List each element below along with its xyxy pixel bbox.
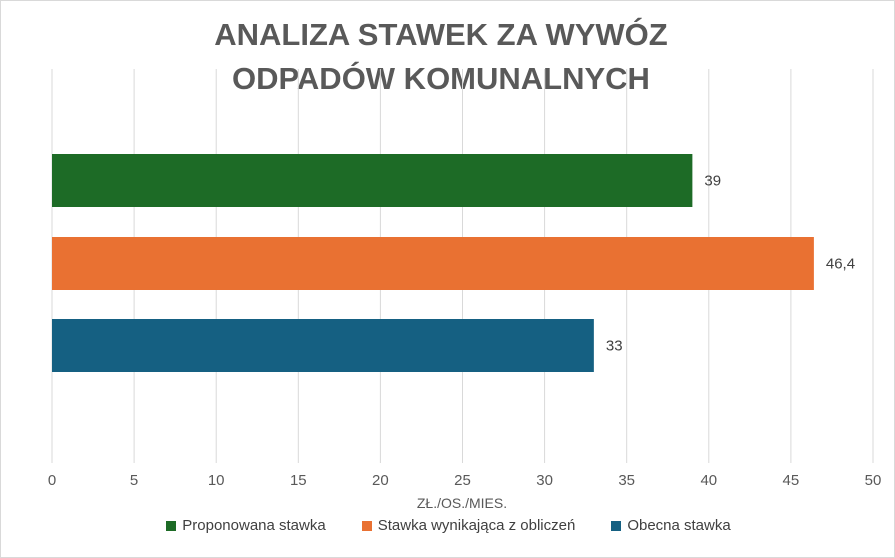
legend: Proponowana stawka Stawka wynikająca z o… [1, 517, 895, 534]
chart-title-line-1: ANALIZA STAWEK ZA WYWÓZ [214, 17, 668, 52]
legend-item-proponowana: Proponowana stawka [166, 517, 326, 534]
bar-value-label: 33 [606, 338, 623, 355]
x-tick-label: 40 [700, 472, 717, 489]
legend-label: Obecna stawka [627, 517, 731, 534]
bar-value-label: 46,4 [826, 256, 855, 273]
x-tick-label: 10 [208, 472, 225, 489]
chart-title: ANALIZA STAWEK ZA WYWÓZ ODPADÓW KOMUNALN… [1, 13, 881, 101]
legend-label: Stawka wynikająca z obliczeń [377, 517, 576, 534]
data-labels: 39 46,4 33 [606, 173, 855, 355]
x-axis-label: ZŁ./OS./MIES. [417, 495, 507, 511]
x-tick-labels: 0 5 10 15 20 25 30 35 40 45 50 [48, 472, 882, 489]
chart-title-line-2: ODPADÓW KOMUNALNYCH [232, 61, 650, 96]
legend-swatch [166, 520, 177, 531]
bar [52, 237, 814, 290]
legend-swatch [361, 520, 372, 531]
legend-item-obecna: Obecna stawka [611, 517, 731, 534]
x-tick-label: 30 [536, 472, 553, 489]
bar [52, 319, 594, 372]
x-tick-label: 45 [783, 472, 800, 489]
x-tick-label: 50 [865, 472, 882, 489]
bar-value-label: 39 [704, 173, 721, 190]
x-tick-label: 35 [618, 472, 635, 489]
legend-item-wynikajaca: Stawka wynikająca z obliczeń [361, 517, 576, 534]
x-tick-label: 5 [130, 472, 138, 489]
bar [52, 154, 693, 207]
x-tick-label: 20 [372, 472, 389, 489]
x-tick-label: 0 [48, 472, 56, 489]
x-tick-label: 15 [290, 472, 307, 489]
legend-label: Proponowana stawka [182, 517, 326, 534]
legend-swatch [611, 520, 622, 531]
bars [52, 154, 814, 372]
x-tick-label: 25 [454, 472, 471, 489]
